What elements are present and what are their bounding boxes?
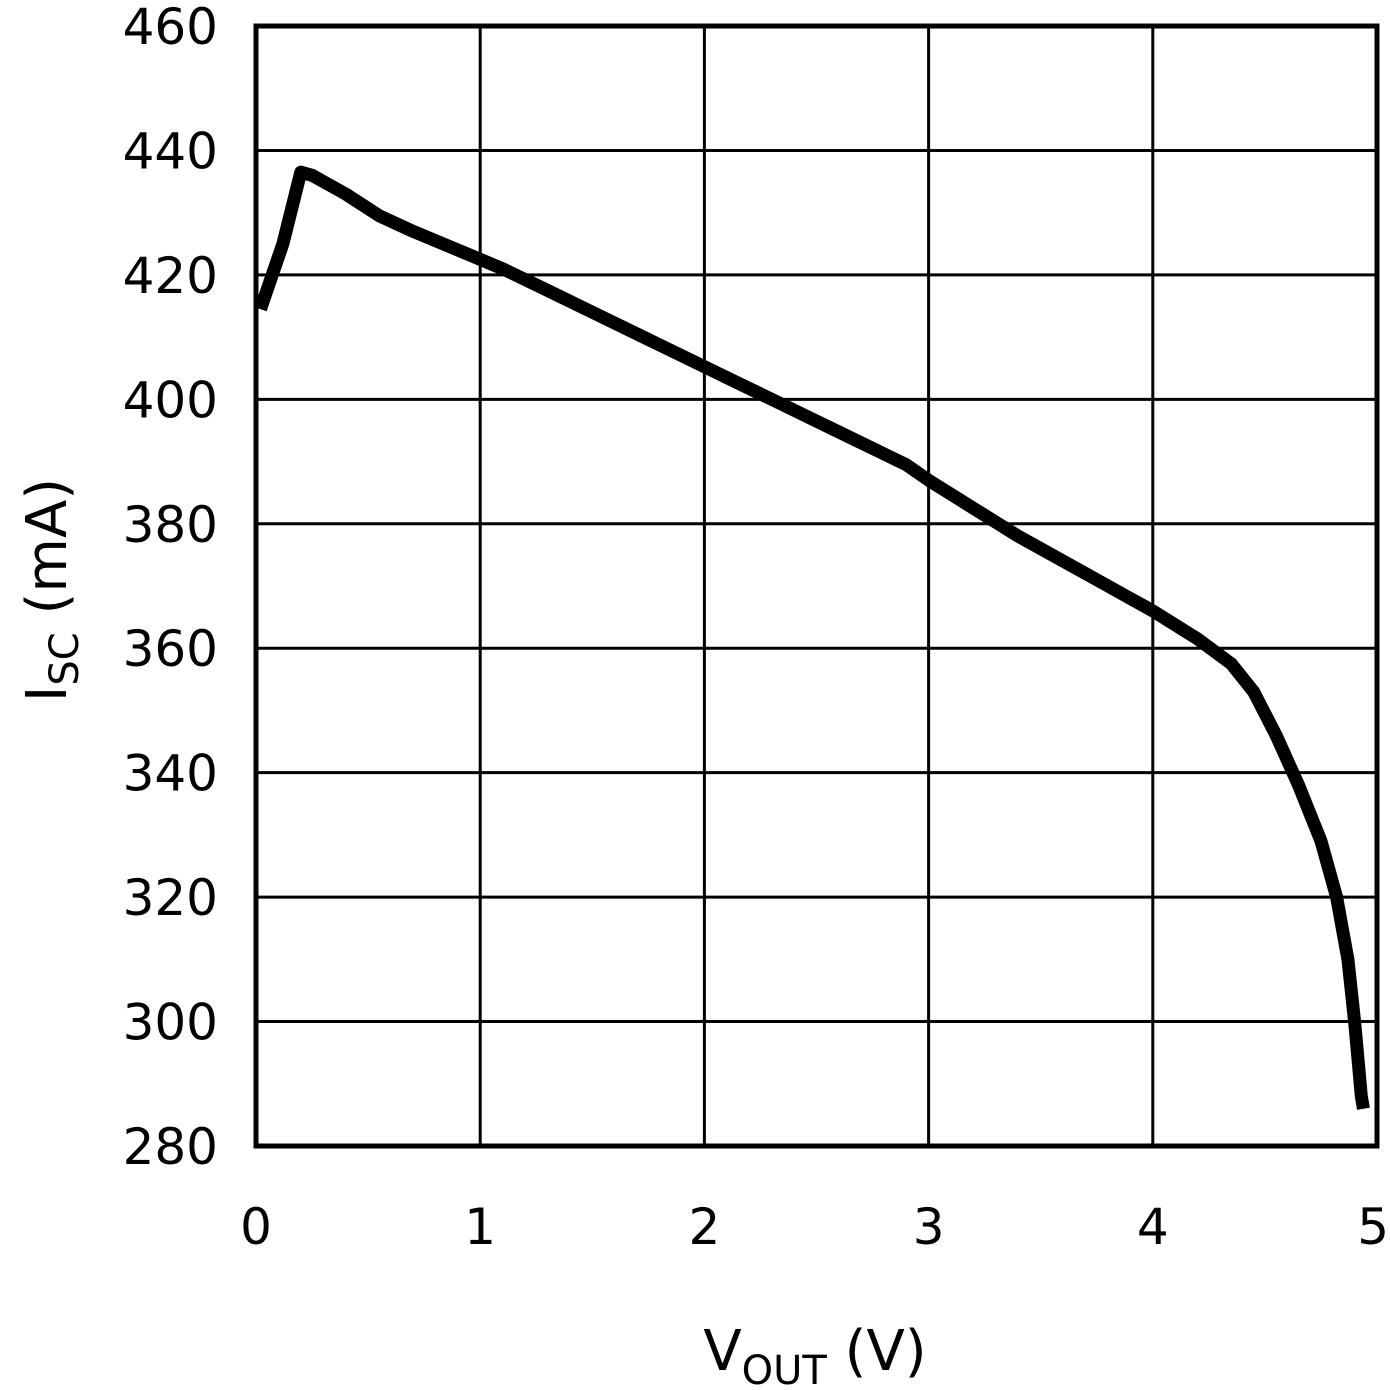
grid-lines <box>254 24 1379 1148</box>
y-tick-label-4: 360 <box>123 620 218 678</box>
y-tick-label-0: 280 <box>123 1118 218 1176</box>
y-tick-label-5: 380 <box>123 496 218 554</box>
y-axis-title-main: I <box>15 686 80 703</box>
y-axis-title-sub: SC <box>42 632 88 685</box>
x-tick-label-0: 0 <box>240 1198 272 1256</box>
y-tick-label-3: 340 <box>123 745 218 803</box>
y-tick-label-1: 300 <box>123 994 218 1052</box>
x-tick-label-4: 4 <box>1137 1198 1169 1256</box>
y-tick-label-2: 320 <box>123 869 218 927</box>
y-axis-title: ISC (mA) <box>15 478 88 702</box>
y-tick-label-7: 420 <box>123 247 218 305</box>
y-axis-title-unit: (mA) <box>15 478 80 632</box>
y-tick-label-6: 400 <box>123 371 218 429</box>
y-tick-labels: 280 300 320 340 360 380 400 420 440 460 <box>123 0 218 1176</box>
x-tick-label-3: 3 <box>913 1198 945 1256</box>
x-tick-labels: 0 1 2 3 4 5 <box>240 1198 1389 1256</box>
x-axis-title-unit: (V) <box>827 1319 927 1384</box>
series-group <box>254 165 1370 1110</box>
x-tick-label-1: 1 <box>464 1198 496 1256</box>
x-axis-title-sub: OUT <box>742 1348 828 1390</box>
x-tick-label-5: 5 <box>1357 1198 1389 1256</box>
y-tick-label-8: 440 <box>123 122 218 180</box>
series-line-0 <box>254 165 1370 1110</box>
x-axis-title: VOUT (V) <box>703 1319 926 1390</box>
y-tick-label-9: 460 <box>123 0 218 56</box>
plot-frame <box>253 23 1380 1149</box>
x-tick-label-2: 2 <box>688 1198 720 1256</box>
x-axis-title-main: V <box>703 1319 741 1384</box>
